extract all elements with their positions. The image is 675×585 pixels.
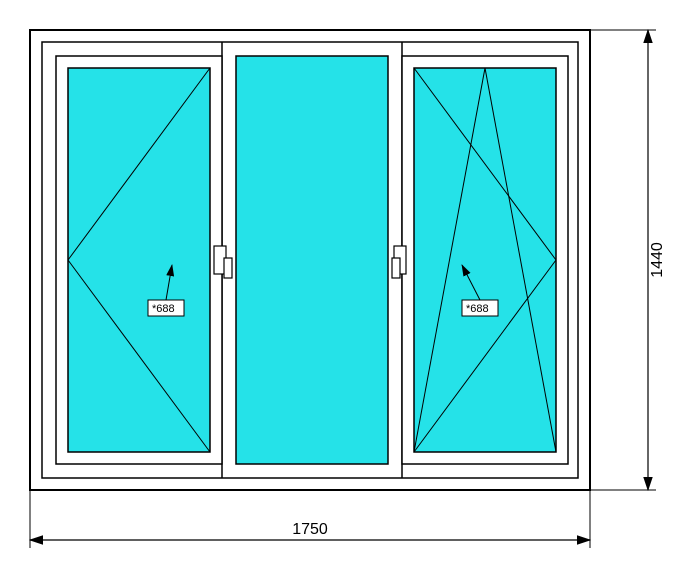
left-label-text: *688 xyxy=(152,303,175,315)
right-handle-grip xyxy=(392,258,400,278)
left-handle-grip xyxy=(224,258,232,278)
right-label-text: *688 xyxy=(466,303,489,315)
center-fixed-glass xyxy=(236,56,388,464)
left-glass xyxy=(68,68,210,452)
dim-height-text: 1440 xyxy=(649,242,666,278)
right-glass xyxy=(414,68,556,452)
dim-width-text: 1750 xyxy=(292,521,328,538)
